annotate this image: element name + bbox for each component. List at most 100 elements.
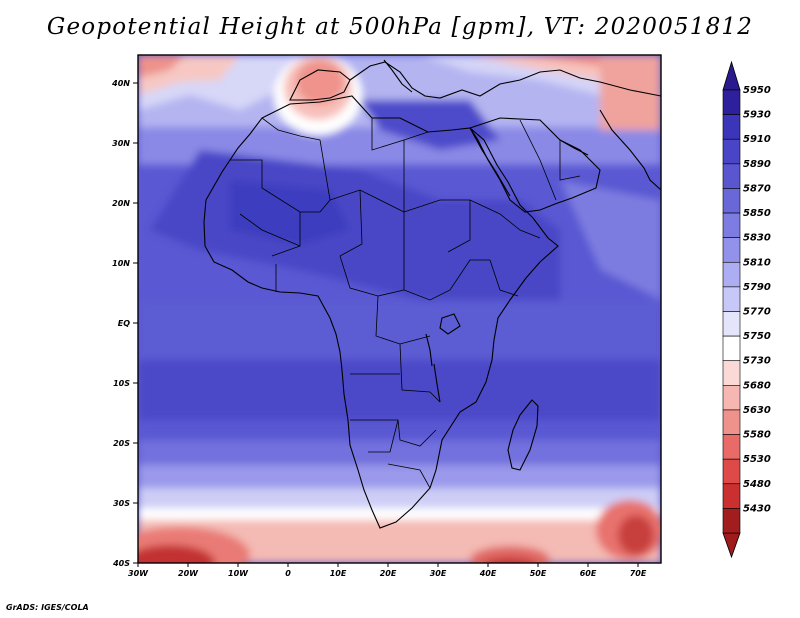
persian-gulf — [559, 139, 589, 156]
colorbar-swatch — [722, 409, 741, 435]
grads-credit: GrADS: IGES/COLA — [6, 603, 89, 612]
colorbar-label: 5750 — [743, 331, 771, 342]
sc-low-core — [484, 558, 536, 563]
lat-tick-label: 30N — [112, 139, 130, 148]
lon-tick-label: 70E — [630, 569, 647, 578]
border — [387, 463, 431, 489]
arabian-sea-light — [560, 180, 661, 300]
border — [339, 189, 363, 257]
border — [230, 159, 320, 213]
border — [368, 419, 399, 453]
lon-tick-label: 10E — [330, 569, 347, 578]
colorbar-label: 5790 — [743, 282, 771, 293]
lon-tick-label: 30E — [430, 569, 447, 578]
colorbar: 5950 5930 5910 5890 5870 5850 5830 5810 5790 5770… — [722, 60, 771, 559]
iberia-salmon — [296, 60, 344, 104]
colorbar-swatch — [722, 163, 741, 189]
colorbar-bottom-arrow — [722, 532, 741, 559]
colorbar-label: 5810 — [743, 257, 771, 268]
latitude-axis: 40N 30N 20N 10N EQ 10S 20S 30S 40S — [111, 79, 138, 568]
sw-low-core — [138, 545, 215, 563]
colorbar-swatch — [722, 458, 741, 485]
colorbar-swatch — [722, 114, 741, 140]
border — [350, 419, 437, 447]
lat-tick-label: EQ — [118, 319, 130, 328]
europe-coast — [349, 61, 661, 99]
colorbar-swatch — [722, 212, 741, 238]
south-band-verypale — [138, 488, 661, 510]
madagascar — [507, 399, 539, 471]
lon-tick-label: 50E — [530, 569, 547, 578]
colorbar-label: 5630 — [743, 405, 771, 416]
south-band-pale — [138, 465, 661, 490]
colorbar-swatch — [722, 434, 741, 460]
colorbar-swatch — [722, 138, 741, 165]
country-borders — [230, 117, 581, 489]
border — [261, 117, 321, 141]
med-high — [360, 100, 500, 150]
red-sea — [469, 127, 511, 197]
colorbar-swatch — [722, 360, 741, 386]
arabia — [469, 117, 601, 213]
lat-tick-label: 40N — [111, 79, 130, 88]
border — [403, 250, 490, 301]
coastlines — [203, 59, 661, 529]
lat-tick-label: 10N — [112, 259, 130, 268]
border — [375, 295, 431, 345]
colorbar-label: 5910 — [743, 134, 771, 145]
colorbar-label: 5430 — [743, 503, 771, 514]
colorbar-label: 5850 — [743, 208, 771, 219]
colorbar-label: 5530 — [743, 454, 771, 465]
colorbar-label: 5680 — [743, 380, 771, 391]
border — [469, 199, 541, 239]
colorbar-label: 5950 — [743, 85, 771, 96]
lake-malawi — [433, 363, 441, 403]
colorbar-label: 5890 — [743, 159, 771, 170]
ne-edge — [600, 55, 661, 130]
colorbar-label: 5480 — [743, 479, 771, 490]
colorbar-label: 5930 — [743, 110, 771, 121]
lat-tick-label: 20N — [112, 199, 130, 208]
plot-frame — [137, 54, 662, 564]
colorbar-swatch — [722, 261, 741, 288]
border — [519, 119, 557, 201]
border — [559, 140, 581, 181]
lon-tick-label: 60E — [580, 569, 597, 578]
border — [339, 255, 405, 297]
colorbar-label: 5870 — [743, 183, 771, 194]
colorbar-label: 5830 — [743, 233, 771, 244]
south-band-white — [138, 508, 661, 522]
colorbar-swatch — [722, 311, 741, 337]
map-title: Geopotential Height at 500hPa [gpm], VT:… — [46, 14, 754, 40]
border — [399, 343, 441, 403]
india — [599, 109, 661, 191]
colorbar-swatch — [722, 335, 741, 362]
italy — [383, 59, 413, 93]
sc-low-outer — [470, 546, 550, 563]
colorbar-top-arrow — [722, 60, 741, 91]
longitude-axis: 30W 20W 10W 0 10E 20E 30E 40E 50E 60E 70E — [128, 563, 647, 578]
colorbar-swatch — [722, 483, 741, 509]
lake-victoria — [439, 313, 461, 335]
border — [489, 259, 519, 297]
lat-tick-label: 20S — [113, 439, 130, 448]
lat-tick-label: 40S — [112, 559, 130, 568]
colorbar-swatch — [722, 188, 741, 214]
lon-tick-label: 30W — [128, 569, 149, 578]
africa-coastline — [203, 95, 559, 529]
lon-tick-label: 0 — [285, 569, 291, 578]
colorbar-label: 5770 — [743, 307, 771, 318]
height-field — [138, 55, 661, 563]
nw-salmon — [138, 55, 185, 78]
lat-tick-label: 30S — [113, 499, 130, 508]
colorbar-swatch — [722, 286, 741, 312]
colorbar-swatch — [722, 385, 741, 411]
border — [329, 189, 405, 250]
border — [371, 118, 429, 151]
lat-tick-label: 10S — [113, 379, 130, 388]
lon-tick-label: 20W — [178, 569, 199, 578]
colorbar-label: 5580 — [743, 430, 771, 441]
lake-tanganyika — [425, 333, 433, 367]
south-tropical-band — [138, 360, 661, 420]
colorbar-swatch — [722, 237, 741, 263]
